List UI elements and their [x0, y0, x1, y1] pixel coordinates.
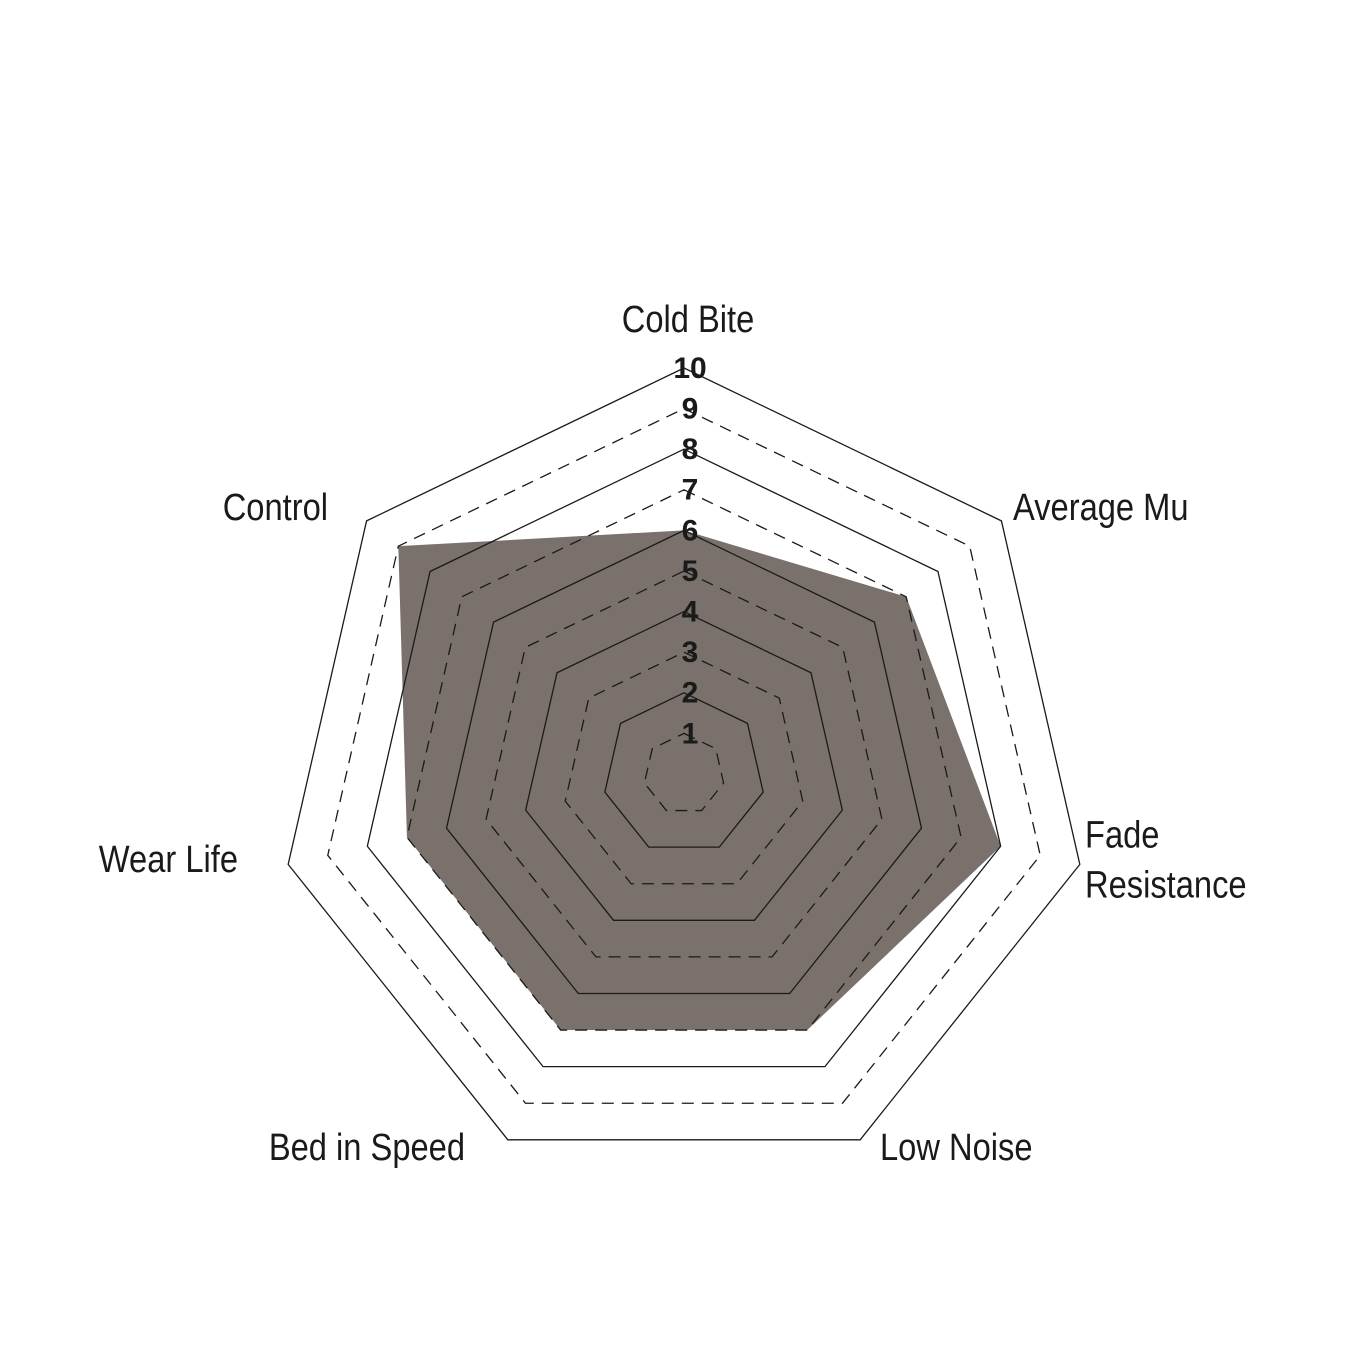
axis-label: Control — [223, 486, 328, 529]
axis-label: Wear Life — [99, 838, 238, 881]
data-area — [398, 530, 1001, 1031]
grid-ring — [445, 529, 923, 995]
tick-label: 1 — [682, 717, 699, 750]
tick-label: 2 — [682, 677, 699, 710]
axis-label-group: Control — [223, 486, 328, 529]
grid-ring — [485, 570, 883, 958]
axis-label: Bed in Speed — [269, 1126, 465, 1169]
tick-label: 9 — [682, 393, 699, 426]
axis-label-group: Fade Resistance — [1085, 814, 1247, 907]
axis-label-group: Wear Life — [99, 838, 238, 881]
grid-ring — [287, 367, 1081, 1141]
axis-label-group: Low Noise — [880, 1126, 1033, 1169]
axis-label: Low Noise — [880, 1126, 1033, 1169]
axis-label-group: Cold Bite — [622, 298, 755, 341]
grid-ring — [406, 489, 962, 1031]
tick-label: 6 — [682, 514, 699, 547]
axis-label-group: Bed in Speed — [269, 1126, 465, 1169]
tick-label: 7 — [682, 474, 699, 507]
grid-ring — [524, 610, 844, 921]
tick-label: 5 — [682, 555, 699, 588]
axis-label: Average Mu — [1013, 486, 1189, 529]
grid-ring — [327, 407, 1041, 1104]
grid-ring — [366, 448, 1002, 1068]
tick-label: 3 — [682, 636, 699, 669]
axis-label: Fade Resistance — [1085, 814, 1247, 907]
tick-label: 10 — [673, 352, 706, 385]
axis-label: Cold Bite — [622, 298, 755, 341]
axis-label-group: Average Mu — [1013, 486, 1189, 529]
grid-ring — [564, 651, 804, 885]
grid-ring — [643, 732, 725, 812]
grid-ring — [604, 692, 764, 848]
tick-label: 4 — [682, 596, 699, 629]
tick-label: 8 — [682, 433, 699, 466]
